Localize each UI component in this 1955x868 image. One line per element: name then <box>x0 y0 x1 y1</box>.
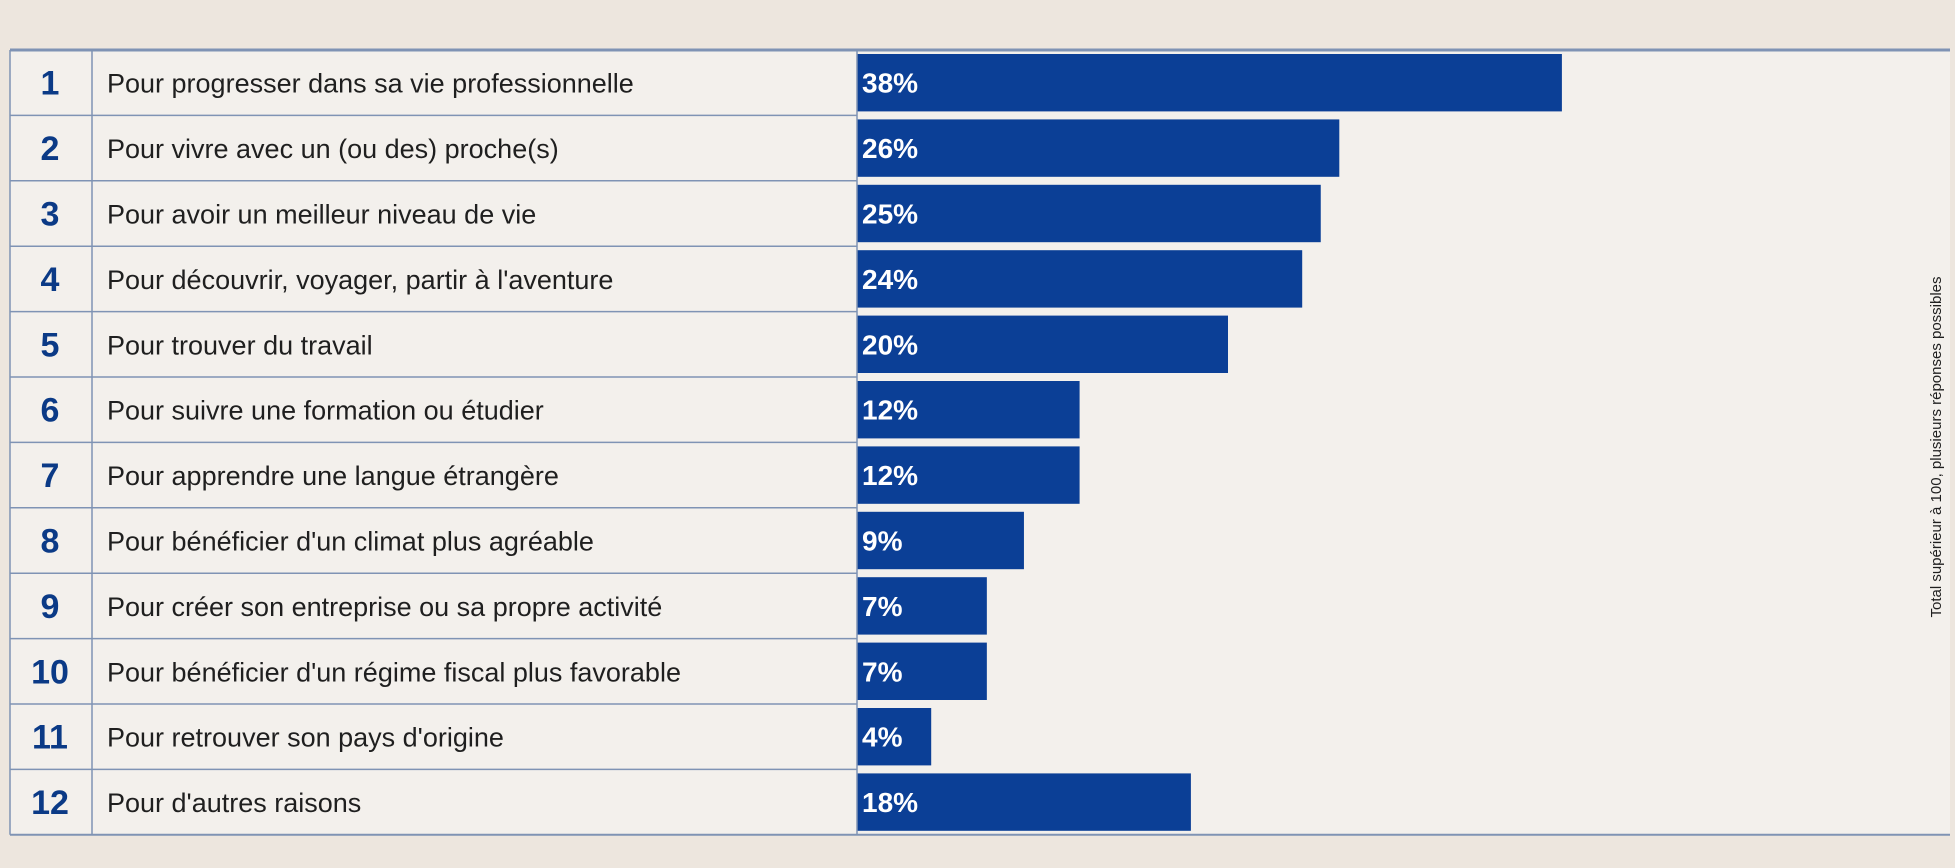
bar <box>857 773 1191 831</box>
value-label: 12% <box>862 460 918 491</box>
bar <box>857 250 1303 308</box>
rank-number: 2 <box>41 130 60 168</box>
bar <box>857 119 1340 177</box>
bar <box>857 315 1228 373</box>
value-label: 24% <box>862 264 918 295</box>
rank-number: 6 <box>41 392 60 430</box>
value-label: 9% <box>862 526 903 557</box>
category-label: Pour avoir un meilleur niveau de vie <box>107 200 536 230</box>
value-label: 7% <box>862 591 903 622</box>
category-label: Pour créer son entreprise ou sa propre a… <box>107 592 662 622</box>
category-label: Pour bénéficier d'un régime fiscal plus … <box>107 657 681 687</box>
value-label: 26% <box>862 133 918 164</box>
rank-number: 4 <box>41 261 60 299</box>
bar <box>857 54 1562 112</box>
category-label: Pour retrouver son pays d'origine <box>107 723 504 753</box>
category-label: Pour vivre avec un (ou des) proche(s) <box>107 134 559 164</box>
rank-number: 1 <box>41 65 60 103</box>
value-label: 38% <box>862 68 918 99</box>
rank-number: 5 <box>41 326 60 364</box>
category-label: Pour bénéficier d'un climat plus agréabl… <box>107 527 594 557</box>
value-label: 7% <box>862 656 903 687</box>
category-label: Pour suivre une formation ou étudier <box>107 396 544 426</box>
bar <box>857 642 987 700</box>
bar <box>857 708 932 766</box>
bar <box>857 184 1321 243</box>
chart-rows: 1 Pour progresser dans sa vie professionn… <box>9 48 1950 836</box>
category-label: Pour découvrir, voyager, partir à l'aven… <box>107 265 613 295</box>
bar <box>857 511 1024 570</box>
category-label: Pour progresser dans sa vie professionne… <box>107 69 634 99</box>
rank-number: 3 <box>41 196 60 234</box>
bar <box>857 577 987 635</box>
category-label: Pour d'autres raisons <box>107 788 361 818</box>
value-label: 20% <box>862 329 918 360</box>
category-label: Pour trouver du travail <box>107 330 373 360</box>
value-label: 25% <box>862 199 918 230</box>
bar <box>857 446 1080 504</box>
side-note: Total supérieur à 100, plusieurs réponse… <box>1928 276 1945 617</box>
bar <box>857 381 1080 439</box>
rank-number: 11 <box>32 719 68 757</box>
rank-number: 9 <box>41 588 60 626</box>
value-label: 12% <box>862 395 918 426</box>
value-label: 4% <box>862 722 903 753</box>
rank-number: 8 <box>41 523 60 561</box>
value-label: 18% <box>862 787 918 818</box>
rank-number: 7 <box>41 457 60 495</box>
rank-number: 10 <box>31 653 69 691</box>
rank-number: 12 <box>31 784 69 822</box>
category-label: Pour apprendre une langue étrangère <box>107 461 559 491</box>
